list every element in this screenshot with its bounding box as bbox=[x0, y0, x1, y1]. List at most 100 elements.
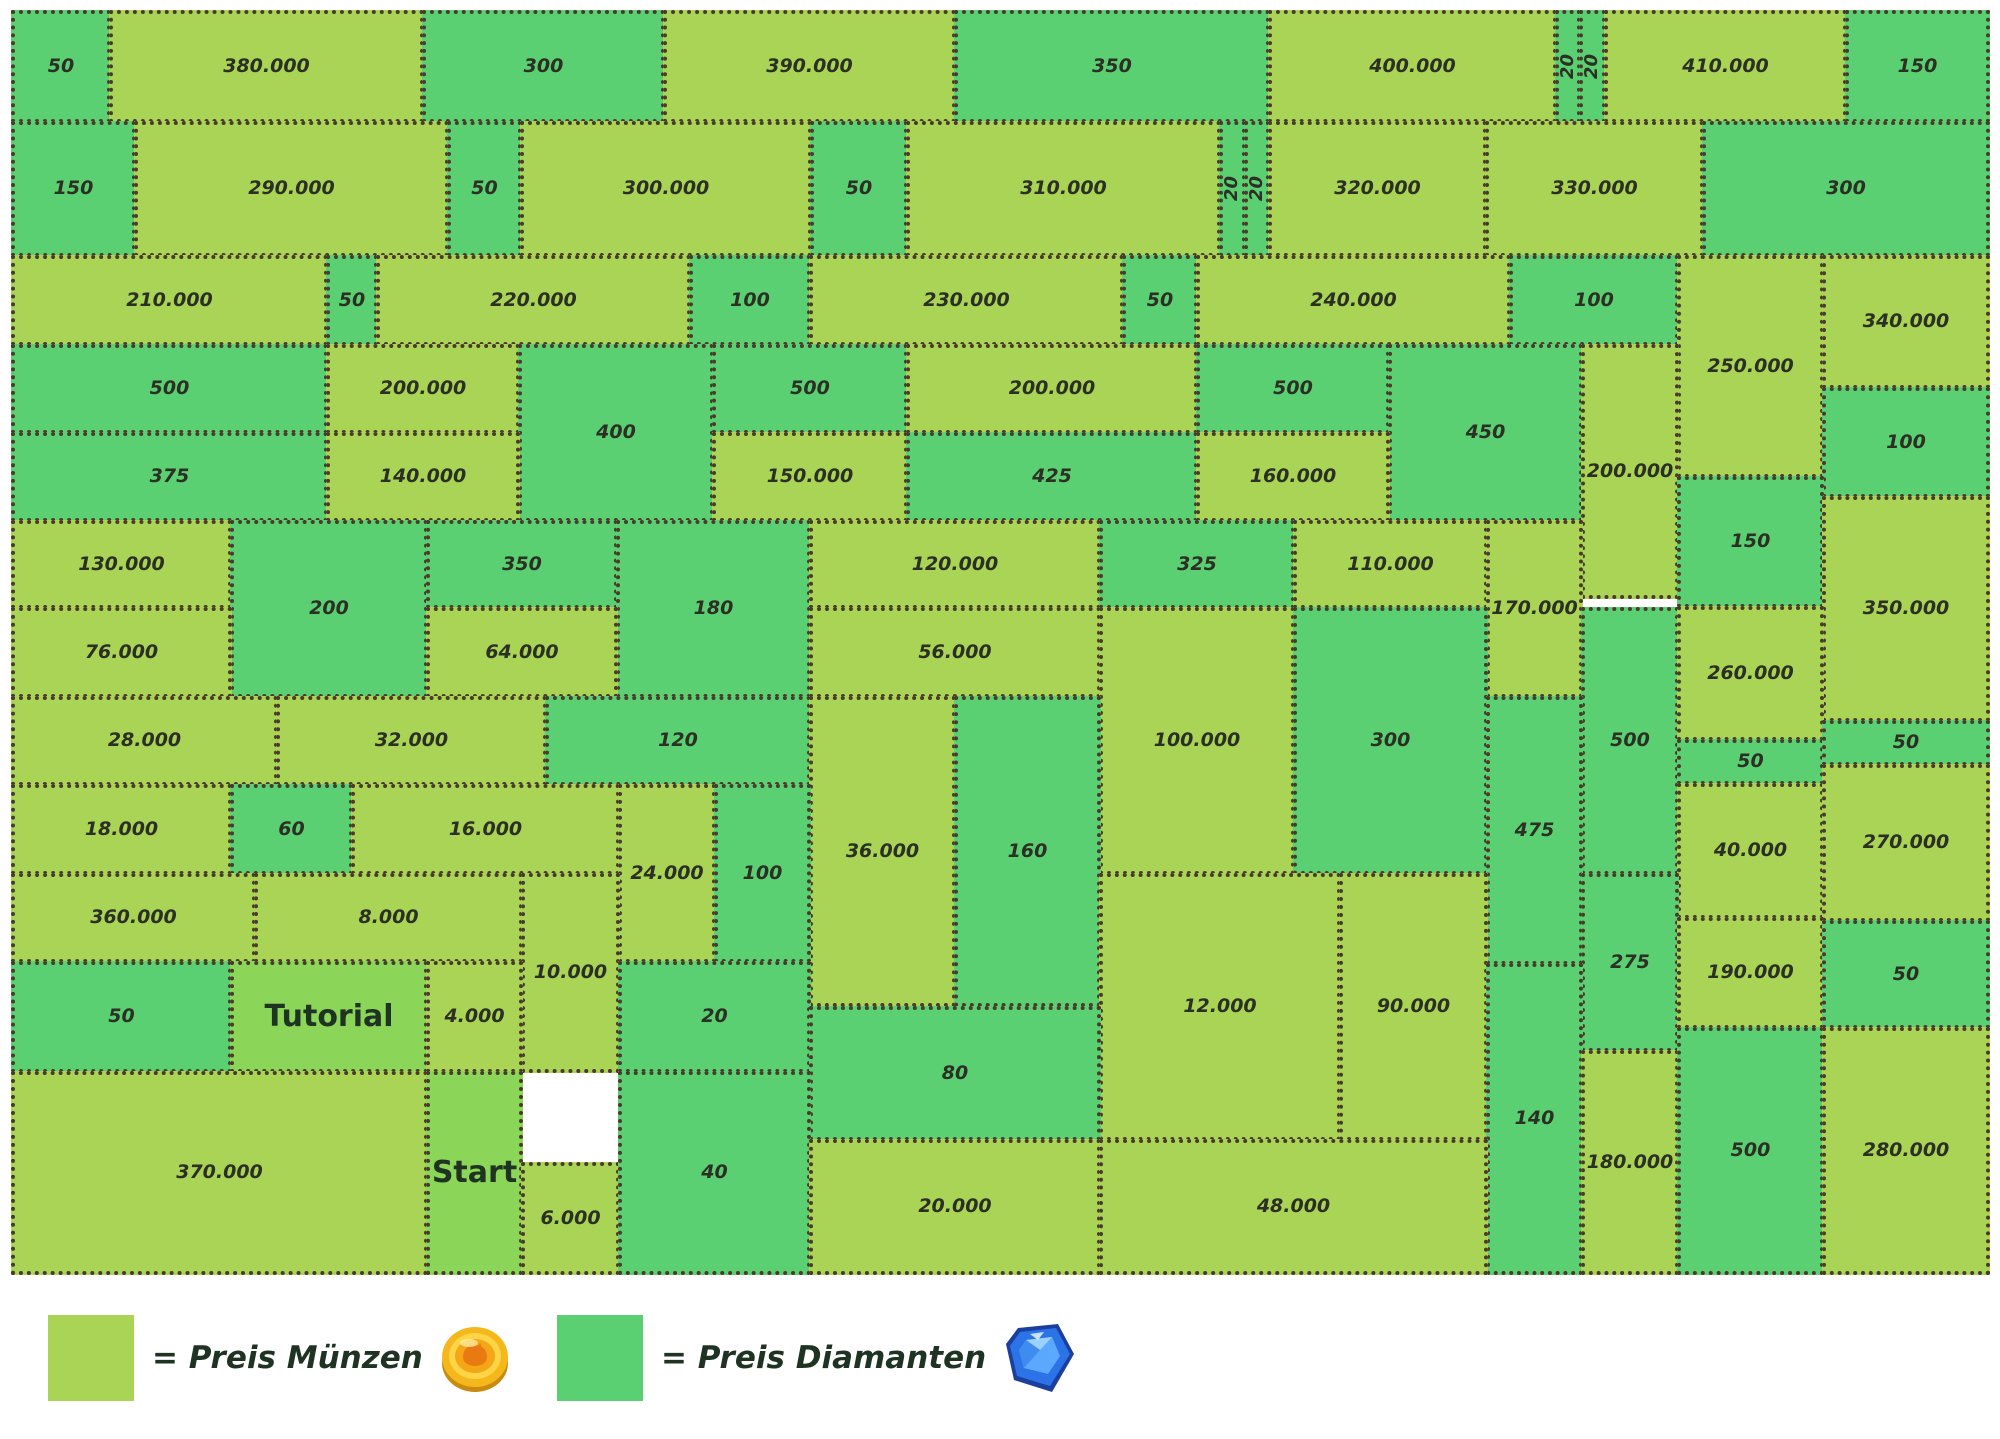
plot-coins-400-000[interactable]: 400.000 bbox=[1268, 10, 1557, 123]
plot-coins-300-000[interactable]: 300.000 bbox=[520, 121, 812, 257]
plot-coins-220-000[interactable]: 220.000 bbox=[376, 255, 691, 346]
plot-coins-76-000[interactable]: 76.000 bbox=[11, 607, 232, 698]
plot-diamonds-325[interactable]: 325 bbox=[1099, 520, 1295, 609]
plot-coins-24-000[interactable]: 24.000 bbox=[618, 784, 716, 963]
plot-diamonds-60[interactable]: 60 bbox=[230, 784, 353, 875]
plot-coins-8-000[interactable]: 8.000 bbox=[254, 873, 523, 963]
plot-diamonds-100[interactable]: 100 bbox=[689, 255, 811, 346]
plot-coins-130-000[interactable]: 130.000 bbox=[11, 520, 232, 609]
plot-diamonds-500[interactable]: 500 bbox=[712, 344, 908, 434]
plot-coins-330-000[interactable]: 330.000 bbox=[1485, 121, 1704, 257]
plot-coins-200-000[interactable]: 200.000 bbox=[1581, 344, 1679, 599]
plot-coins-390-000[interactable]: 390.000 bbox=[663, 10, 956, 123]
plot-coins-170-000[interactable]: 170.000 bbox=[1486, 520, 1583, 698]
plot-diamonds-100[interactable]: 100 bbox=[714, 784, 811, 963]
plot-diamonds-80[interactable]: 80 bbox=[809, 1006, 1101, 1141]
plot-diamonds-50[interactable]: 50 bbox=[447, 121, 522, 257]
plot-diamonds-500[interactable]: 500 bbox=[1581, 607, 1679, 875]
tutorial-plot[interactable]: Tutorial bbox=[230, 961, 428, 1073]
plot-diamonds-275[interactable]: 275 bbox=[1581, 873, 1679, 1052]
plot-diamonds-50[interactable]: 50 bbox=[1677, 739, 1824, 785]
plot-coins-90-000[interactable]: 90.000 bbox=[1339, 873, 1488, 1141]
plot-coins-120-000[interactable]: 120.000 bbox=[809, 520, 1101, 609]
plot-coins-380-000[interactable]: 380.000 bbox=[109, 10, 424, 123]
plot-coins-320-000[interactable]: 320.000 bbox=[1268, 121, 1487, 257]
plot-coins-140-000[interactable]: 140.000 bbox=[326, 432, 520, 522]
plot-diamonds-20[interactable]: 20 bbox=[1244, 121, 1270, 257]
plot-coins-250-000[interactable]: 250.000 bbox=[1677, 255, 1824, 478]
plot-coins-12-000[interactable]: 12.000 bbox=[1099, 873, 1341, 1141]
plot-diamonds-475[interactable]: 475 bbox=[1486, 696, 1583, 965]
plot-coins-16-000[interactable]: 16.000 bbox=[351, 784, 620, 875]
plot-coins-310-000[interactable]: 310.000 bbox=[906, 121, 1221, 257]
plot-coins-150-000[interactable]: 150.000 bbox=[712, 432, 908, 522]
plot-diamonds-50[interactable]: 50 bbox=[11, 961, 232, 1073]
plot-coins-360-000[interactable]: 360.000 bbox=[11, 873, 256, 963]
plot-coins-350-000[interactable]: 350.000 bbox=[1822, 496, 1990, 722]
plot-coins-160-000[interactable]: 160.000 bbox=[1196, 432, 1390, 522]
plot-coins-370-000[interactable]: 370.000 bbox=[11, 1071, 428, 1275]
plot-coins-4-000[interactable]: 4.000 bbox=[426, 961, 523, 1073]
plot-diamonds-150[interactable]: 150 bbox=[1677, 476, 1824, 608]
plot-diamonds-200[interactable]: 200 bbox=[230, 520, 428, 698]
plot-coins-10-000[interactable]: 10.000 bbox=[521, 873, 620, 1073]
plot-coins-56-000[interactable]: 56.000 bbox=[809, 607, 1101, 698]
plot-diamonds-300[interactable]: 300 bbox=[422, 10, 665, 123]
plot-coins-190-000[interactable]: 190.000 bbox=[1677, 917, 1824, 1029]
start-plot[interactable]: Start bbox=[426, 1071, 523, 1275]
plot-coins-210-000[interactable]: 210.000 bbox=[11, 255, 328, 346]
plot-coins-48-000[interactable]: 48.000 bbox=[1099, 1139, 1488, 1275]
plot-diamonds-150[interactable]: 150 bbox=[11, 121, 136, 257]
plot-diamonds-500[interactable]: 500 bbox=[11, 344, 328, 434]
plot-coins-270-000[interactable]: 270.000 bbox=[1822, 764, 1990, 922]
plot-diamonds-450[interactable]: 450 bbox=[1388, 344, 1583, 522]
plot-diamonds-50[interactable]: 50 bbox=[1822, 720, 1990, 766]
plot-diamonds-350[interactable]: 350 bbox=[426, 520, 618, 609]
plot-diamonds-375[interactable]: 375 bbox=[11, 432, 328, 522]
plot-diamonds-400[interactable]: 400 bbox=[518, 344, 714, 522]
plot-coins-6-000[interactable]: 6.000 bbox=[521, 1162, 620, 1275]
plot-diamonds-120[interactable]: 120 bbox=[545, 696, 811, 786]
plot-diamonds-500[interactable]: 500 bbox=[1677, 1027, 1824, 1275]
plot-diamonds-150[interactable]: 150 bbox=[1845, 10, 1990, 123]
plot-diamonds-50[interactable]: 50 bbox=[1822, 920, 1990, 1029]
plot-diamonds-140[interactable]: 140 bbox=[1486, 963, 1583, 1275]
plot-coins-40-000[interactable]: 40.000 bbox=[1677, 783, 1824, 919]
plot-diamonds-40[interactable]: 40 bbox=[618, 1071, 811, 1275]
plot-diamonds-20[interactable]: 20 bbox=[1555, 10, 1581, 123]
plot-coins-110-000[interactable]: 110.000 bbox=[1293, 520, 1488, 609]
plot-coins-20-000[interactable]: 20.000 bbox=[809, 1139, 1101, 1275]
plot-coins-230-000[interactable]: 230.000 bbox=[809, 255, 1124, 346]
plot-coins-36-000[interactable]: 36.000 bbox=[809, 696, 956, 1007]
plot-coins-290-000[interactable]: 290.000 bbox=[134, 121, 449, 257]
plot-diamonds-500[interactable]: 500 bbox=[1196, 344, 1390, 434]
plot-coins-200-000[interactable]: 200.000 bbox=[906, 344, 1198, 434]
plot-coins-28-000[interactable]: 28.000 bbox=[11, 696, 278, 786]
plot-diamonds-300[interactable]: 300 bbox=[1702, 121, 1990, 257]
plot-coins-280-000[interactable]: 280.000 bbox=[1822, 1027, 1990, 1275]
plot-diamonds-100[interactable]: 100 bbox=[1822, 387, 1990, 498]
plot-coins-200-000[interactable]: 200.000 bbox=[326, 344, 520, 434]
plot-diamonds-50[interactable]: 50 bbox=[326, 255, 378, 346]
plot-diamonds-20[interactable]: 20 bbox=[1219, 121, 1246, 257]
plot-diamonds-50[interactable]: 50 bbox=[11, 10, 111, 123]
plot-coins-410-000[interactable]: 410.000 bbox=[1604, 10, 1847, 123]
plot-diamonds-50[interactable]: 50 bbox=[810, 121, 908, 257]
plot-diamonds-160[interactable]: 160 bbox=[954, 696, 1101, 1007]
plot-coins-340-000[interactable]: 340.000 bbox=[1822, 255, 1990, 389]
plot-diamonds-180[interactable]: 180 bbox=[616, 520, 811, 698]
plot-diamonds-300[interactable]: 300 bbox=[1293, 607, 1488, 875]
plot-diamonds-20[interactable]: 20 bbox=[618, 961, 811, 1073]
plot-coins-240-000[interactable]: 240.000 bbox=[1196, 255, 1511, 346]
plot-coins-32-000[interactable]: 32.000 bbox=[276, 696, 547, 786]
plot-diamonds-20[interactable]: 20 bbox=[1579, 10, 1606, 123]
plot-coins-180-000[interactable]: 180.000 bbox=[1581, 1050, 1679, 1275]
plot-diamonds-350[interactable]: 350 bbox=[954, 10, 1270, 123]
plot-coins-64-000[interactable]: 64.000 bbox=[426, 607, 618, 698]
plot-coins-100-000[interactable]: 100.000 bbox=[1099, 607, 1295, 875]
plot-diamonds-425[interactable]: 425 bbox=[906, 432, 1198, 522]
plot-coins-18-000[interactable]: 18.000 bbox=[11, 784, 232, 875]
plot-coins-260-000[interactable]: 260.000 bbox=[1677, 606, 1824, 741]
plot-diamonds-50[interactable]: 50 bbox=[1122, 255, 1198, 346]
plot-diamonds-100[interactable]: 100 bbox=[1509, 255, 1679, 346]
